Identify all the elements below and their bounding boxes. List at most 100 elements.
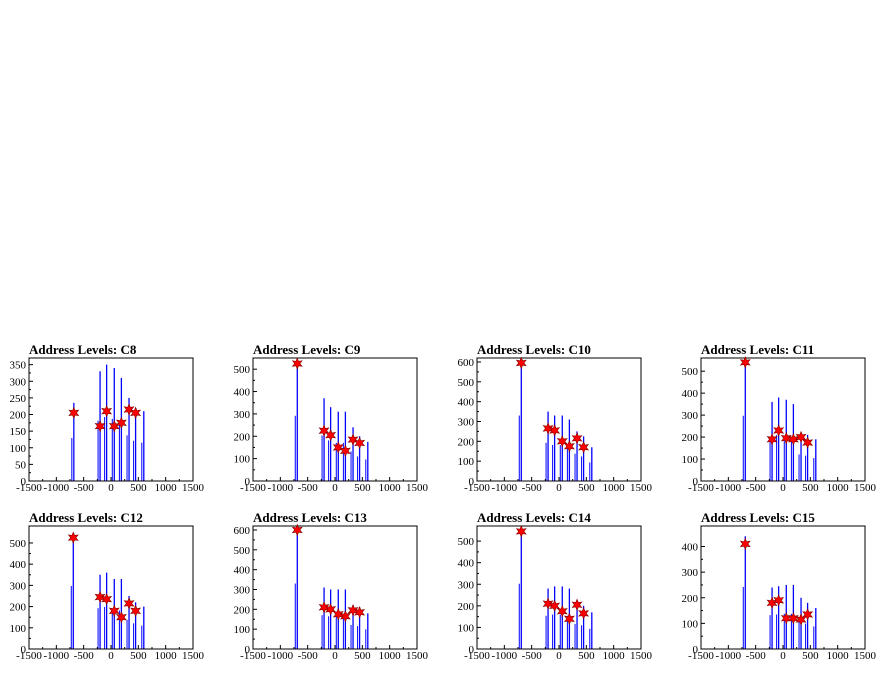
y-tick-label: 300 (10, 580, 27, 592)
peak-marker (542, 597, 554, 610)
peak-marker (780, 611, 792, 625)
peak-marker (571, 432, 583, 445)
peak-marker (291, 523, 303, 537)
peak-marker (787, 611, 799, 625)
plot-frame (28, 357, 194, 482)
plot-frame (700, 525, 866, 650)
x-tick-label: -1000 (491, 482, 517, 494)
y-tick-label: 200 (458, 601, 475, 613)
peak-marker (549, 599, 561, 613)
peak-marker (563, 439, 575, 453)
y-tick-label: 400 (682, 542, 699, 554)
peak-marker (802, 608, 814, 621)
x-tick-label: 500 (130, 650, 147, 662)
y-tick-label: 400 (234, 387, 251, 399)
peak-marker (101, 404, 113, 418)
peak-marker (780, 431, 792, 445)
y-tick-label: 500 (234, 545, 251, 557)
x-tick-label: -1000 (715, 482, 741, 494)
peak-marker (325, 428, 337, 442)
x-tick-label: 1500 (854, 482, 877, 494)
y-tick-label: 0 (245, 644, 251, 656)
x-tick-label: -500 (746, 482, 767, 494)
peak-marker (130, 604, 142, 618)
y-tick-label: 100 (458, 622, 475, 634)
x-tick-label: 1500 (630, 650, 653, 662)
peak-marker (101, 592, 113, 606)
peak-marker (318, 424, 330, 437)
peak-marker (291, 357, 303, 370)
y-tick-label: 400 (234, 565, 251, 577)
x-tick-label: 1500 (406, 482, 429, 494)
peak-marker (563, 612, 575, 626)
x-tick-label: 0 (332, 482, 338, 494)
chart-title: Address Levels: C12 (29, 510, 143, 525)
chart-panel: Address Levels: C8 0 50 100 150 200 250 300 350 -… (10, 342, 205, 494)
chart-panel: Address Levels: C13 0 100 200 300 400 500 600 -1… (234, 510, 429, 662)
x-tick-label: -1500 (688, 650, 714, 662)
y-tick-label: 0 (21, 476, 27, 488)
x-tick-label: -500 (522, 650, 543, 662)
x-tick-label: 1000 (603, 482, 626, 494)
peak-marker (108, 604, 120, 618)
x-tick-label: -1000 (43, 650, 69, 662)
x-tick-label: -1500 (688, 482, 714, 494)
y-tick-label: 100 (682, 618, 699, 630)
x-tick-label: 0 (332, 650, 338, 662)
x-tick-label: 500 (802, 650, 819, 662)
peak-marker (347, 433, 359, 446)
peak-marker (115, 416, 127, 430)
peak-marker (795, 430, 807, 444)
x-tick-label: 500 (578, 482, 595, 494)
y-tick-label: 400 (10, 559, 27, 571)
y-tick-label: 0 (245, 476, 251, 488)
y-tick-label: 600 (234, 525, 251, 537)
x-tick-label: -500 (298, 650, 319, 662)
y-tick-label: 300 (682, 410, 699, 422)
x-tick-label: 0 (556, 482, 562, 494)
peak-marker (318, 601, 330, 614)
peak-marker (515, 356, 527, 370)
y-tick-label: 200 (682, 432, 699, 444)
y-tick-label: 200 (10, 602, 27, 614)
y-tick-label: 50 (15, 459, 27, 471)
x-tick-label: 0 (780, 650, 786, 662)
peak-marker (347, 604, 359, 617)
plot-frame (252, 525, 418, 650)
peak-marker (108, 419, 120, 433)
y-tick-label: 600 (458, 357, 475, 369)
plot-frame (476, 525, 642, 650)
x-tick-label: 500 (130, 482, 147, 494)
x-tick-label: -500 (74, 650, 95, 662)
x-tick-label: -1000 (43, 482, 69, 494)
x-tick-label: -1500 (16, 650, 42, 662)
y-tick-label: 200 (682, 593, 699, 605)
y-tick-label: 500 (234, 364, 251, 376)
y-tick-label: 300 (458, 416, 475, 428)
chart-panel: Address Levels: C15 0 100 200 300 400 -1500 -10… (682, 510, 877, 662)
peak-marker (773, 424, 785, 437)
x-tick-label: -500 (298, 482, 319, 494)
peak-marker (68, 406, 80, 420)
x-tick-label: 1000 (379, 650, 402, 662)
y-tick-label: 500 (458, 536, 475, 548)
peak-marker (354, 436, 366, 450)
y-tick-label: 0 (693, 644, 699, 656)
chart-panel: Address Levels: C12 0 100 200 300 400 500 -1500… (10, 510, 205, 662)
peak-marker (515, 525, 527, 538)
y-tick-label: 200 (10, 410, 27, 422)
x-tick-label: 500 (354, 482, 371, 494)
y-tick-label: 300 (234, 409, 251, 421)
peak-marker (115, 610, 127, 624)
x-tick-label: 0 (108, 482, 114, 494)
peak-marker (556, 604, 568, 618)
chart-title: Address Levels: C8 (29, 342, 137, 357)
peak-marker (123, 597, 135, 610)
chart-title: Address Levels: C13 (253, 510, 367, 525)
y-tick-label: 100 (682, 454, 699, 466)
peak-marker (542, 422, 554, 435)
peak-marker (773, 594, 785, 607)
x-tick-label: 500 (354, 650, 371, 662)
